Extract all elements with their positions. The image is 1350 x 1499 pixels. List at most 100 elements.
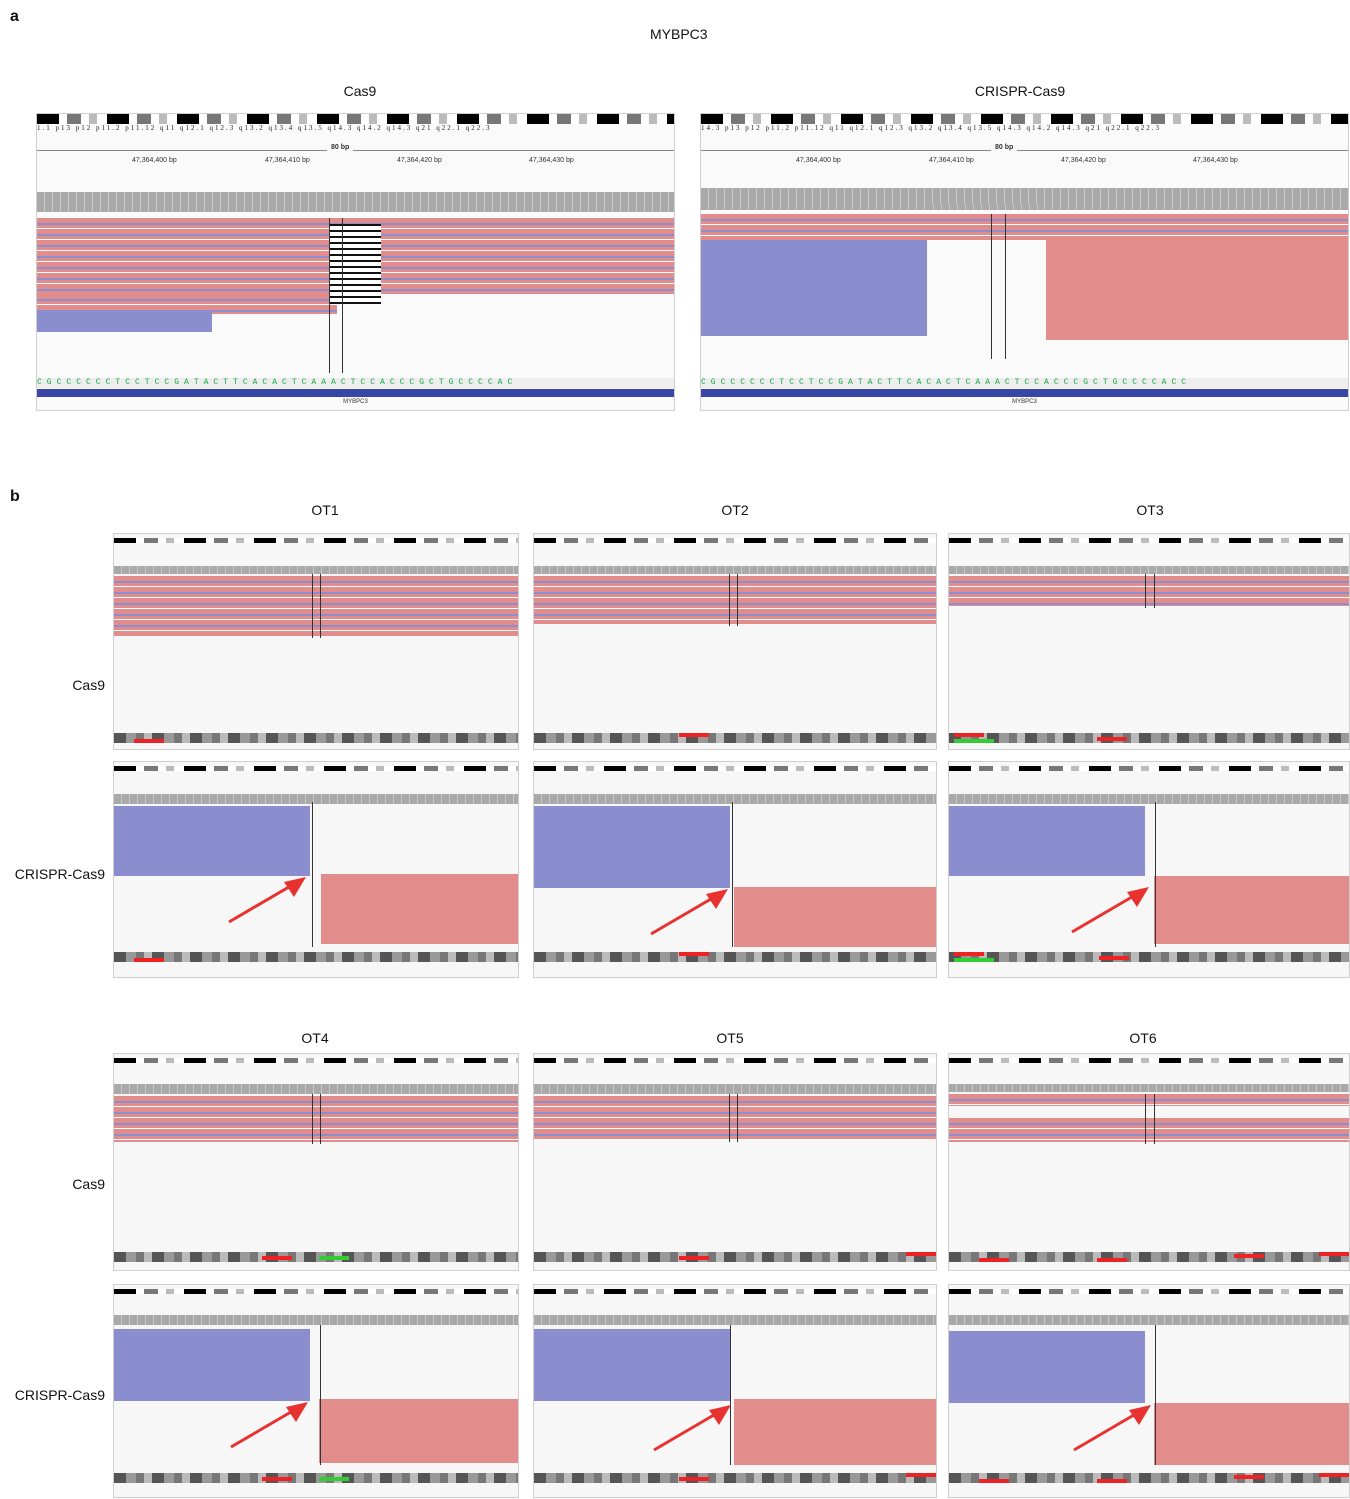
amino-acid-letters: A G E E S V E C E F E V R Q G V [721, 397, 1069, 404]
igv-snapshot-ot1-crispr [113, 761, 519, 978]
chromosome-ideogram [37, 114, 674, 124]
row-label-cas9: Cas9 [72, 1176, 105, 1192]
deletion-block [329, 224, 381, 304]
aligned-reads [949, 1094, 1349, 1106]
forward-reads-block [734, 1399, 936, 1465]
annotation-mark [1097, 1479, 1127, 1483]
coord-label: 47,364,410 bp [929, 157, 974, 164]
locus-ruler: 80 bp 47,364,400 bp 47,364,410 bp 47,364… [37, 144, 674, 165]
annotation-track [114, 733, 518, 743]
ot4-title: OT4 [301, 1030, 329, 1046]
annotation-track [949, 1473, 1349, 1483]
coverage-track [949, 1315, 1349, 1325]
annotation-track [534, 952, 936, 962]
cut-site-line [320, 1325, 321, 1465]
panel-a-left-title: Cas9 [343, 83, 377, 99]
aligned-reads [949, 1118, 1349, 1142]
aligned-reads [701, 214, 1348, 240]
gene-label: MYBPC3 [343, 399, 368, 405]
annotation-mark [954, 739, 994, 743]
annotation-mark [134, 739, 164, 743]
annotation-mark [679, 1256, 709, 1260]
cut-site-line [729, 574, 730, 626]
aligned-reads [114, 1096, 518, 1142]
row-label-crispr: CRISPR-Cas9 [14, 866, 105, 882]
annotation-track [949, 952, 1349, 962]
coverage-track [114, 1315, 518, 1325]
chromosome-ideogram [949, 538, 1349, 543]
igv-snapshot-ot6-cas9 [948, 1053, 1350, 1271]
annotation-mark [954, 952, 984, 956]
coverage-track [114, 566, 518, 574]
cut-site-line [991, 214, 992, 359]
coverage-track [534, 794, 936, 804]
coord-label: 47,364,420 bp [397, 157, 442, 164]
igv-snapshot-ot1-cas9 [113, 533, 519, 750]
igv-snapshot-mybpc3-crispr: 14.3 p13 p12 p11.2 p11.12 q11 q12.1 q12.… [700, 113, 1349, 411]
reference-sequence: CGCCCCCCTCCTCCGATACTTCACACTCAAACTCCACCCG… [701, 378, 1348, 388]
igv-snapshot-ot5-cas9 [533, 1053, 937, 1271]
annotation-mark [1234, 1475, 1264, 1479]
cut-site-line [1005, 214, 1006, 359]
coverage-track [949, 566, 1349, 574]
annotation-track [114, 1252, 518, 1262]
cut-site-line [737, 574, 738, 626]
cut-site-line [1155, 1325, 1156, 1465]
panel-a-right-title: CRISPR-Cas9 [974, 83, 1066, 99]
amino-acid-letters: A G E E S V E C E F E V R Q G V [57, 397, 405, 404]
aligned-reads [37, 294, 337, 314]
cut-site-line [730, 1325, 731, 1465]
reverse-reads-block [534, 806, 730, 888]
reverse-reads-block [114, 806, 310, 876]
chromosome-ideogram [949, 1058, 1349, 1063]
cut-site-line [329, 218, 330, 373]
cut-site-line [312, 1094, 313, 1144]
chromosome-ideogram [114, 766, 518, 771]
aligned-reads [534, 576, 936, 624]
annotation-mark [134, 958, 164, 962]
chromosome-ideogram [949, 766, 1349, 771]
red-arrow-icon [1073, 1405, 1151, 1452]
ot1-title: OT1 [311, 502, 339, 518]
mybpc3-title: MYBPC3 [650, 26, 708, 42]
igv-snapshot-ot4-cas9 [113, 1053, 519, 1271]
chromosome-ideogram [949, 1289, 1349, 1294]
panel-a-label: a [10, 8, 19, 25]
amino-acid-track: A G E E S V E C E F E V R Q G V [37, 389, 674, 404]
coverage-track [534, 1315, 936, 1325]
ot2-title: OT2 [721, 502, 749, 518]
igv-snapshot-mybpc3-cas9: 1.1 p13 p12 p11.2 p11.12 q11 q12.1 q12.3… [36, 113, 675, 411]
annotation-mark [906, 1473, 936, 1477]
amino-acid-track: A G E E S V E C E F E V R Q G V [701, 389, 1348, 404]
annotation-mark [954, 733, 984, 737]
red-arrow-icon [650, 889, 728, 936]
annotation-mark [319, 1256, 349, 1260]
chromosome-ideogram [534, 766, 936, 771]
coord-label: 47,364,400 bp [132, 157, 177, 164]
chromosome-ideogram [701, 114, 1348, 124]
forward-reads-block [734, 887, 936, 947]
igv-snapshot-ot5-crispr [533, 1284, 937, 1498]
red-arrow-icon [228, 877, 306, 924]
cut-site-line [312, 802, 313, 947]
coverage-track [37, 192, 674, 212]
cut-site-line [1155, 802, 1156, 947]
igv-snapshot-ot4-crispr [113, 1284, 519, 1498]
row-label-cas9: Cas9 [72, 677, 105, 693]
cut-site-line [732, 802, 733, 947]
chromosome-ideogram [534, 538, 936, 543]
forward-reads-block [1154, 876, 1349, 944]
igv-snapshot-ot3-cas9 [948, 533, 1350, 750]
forward-reads-block [321, 874, 518, 944]
cut-site-line [729, 1094, 730, 1142]
aligned-reads [114, 576, 518, 636]
cut-site-line [1154, 574, 1155, 608]
annotation-mark [954, 958, 994, 962]
annotation-mark [979, 1258, 1009, 1262]
chromosome-ideogram [534, 1289, 936, 1294]
reverse-reads [37, 310, 212, 332]
red-arrow-icon [230, 1402, 308, 1449]
annotation-track [534, 1252, 936, 1262]
ideogram-band-labels: 1.1 p13 p12 p11.2 p11.12 q11 q12.1 q12.3… [37, 124, 492, 132]
reverse-reads-block [949, 806, 1145, 876]
